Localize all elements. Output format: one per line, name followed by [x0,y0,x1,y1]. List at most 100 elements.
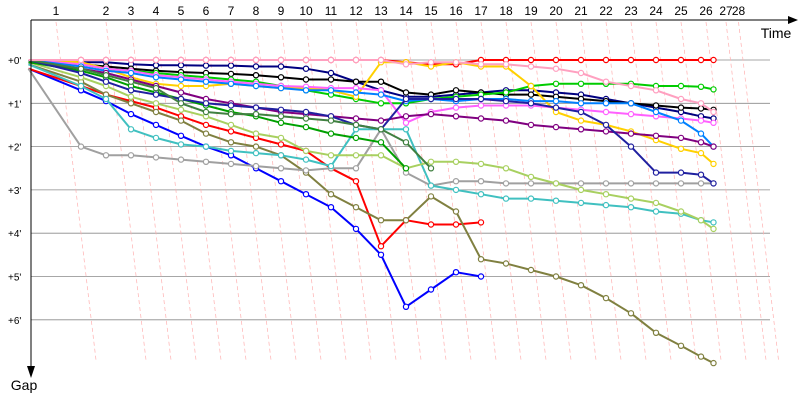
series-point [502,260,510,267]
series-point [552,273,560,280]
series-point [577,80,585,88]
series-point [277,84,285,92]
series-line-2 [28,59,714,120]
series-point [352,203,360,211]
series-point [652,56,660,64]
series-point [627,56,635,64]
series-point [602,294,610,302]
series-point [652,87,660,94]
series-point [202,108,210,116]
series-point [402,126,410,133]
series-point [327,130,335,137]
series-point [427,165,435,172]
series-point [552,197,560,204]
lap-guide-line [530,21,572,361]
series-point [527,63,535,70]
series-line-8 [27,68,714,187]
series-point [427,286,435,293]
series-point [697,105,705,112]
series-point [527,195,535,202]
series-point [152,154,160,161]
series-point [177,100,185,107]
lap-tick-label: 23 [624,4,638,18]
series-point [477,219,485,226]
series-point [677,134,685,142]
series-point [302,115,310,122]
series-point [697,56,705,64]
series-point [427,59,435,66]
lap-tick-label: 2 [103,4,110,18]
series-point [427,158,435,165]
series-point [452,113,460,120]
series-point [177,106,185,114]
series-point [577,100,585,107]
lap-guide-line [655,21,697,361]
lap-guide-line [355,21,397,361]
series-point [377,216,385,224]
lap-guide-line [725,21,767,361]
series-point [227,128,235,135]
series-point [327,162,335,170]
series-point [177,132,185,139]
series-point [710,86,717,93]
series-point [302,167,310,174]
series-point [377,117,385,124]
lap-guide-line [630,21,672,361]
series-point [502,61,510,68]
series-point [352,78,360,85]
lap-guide-line [505,21,547,361]
series-point [552,65,560,72]
series-line-14 [28,61,714,148]
series-point [452,177,460,185]
series-point [227,121,235,129]
lap-tick-label: 26 [699,4,713,18]
series-point [252,149,260,157]
lap-guide-line [230,21,272,361]
series-point [202,62,210,69]
series-point [697,149,705,157]
series-point [252,130,260,137]
series-point [527,82,535,90]
series-line-3 [28,59,714,111]
series-point [427,221,435,228]
lap-tick-label: 27 [719,4,733,18]
series-point [352,121,360,129]
series-point [552,104,560,111]
series-point [477,190,485,198]
series-point [152,108,160,116]
series-point [227,160,235,168]
series-point [677,56,685,64]
series-point [627,100,635,107]
series-point [602,128,610,135]
series-point [710,119,717,127]
lap-tick-label: 1 [53,4,60,18]
series-point [202,56,210,64]
series-point [697,353,705,360]
series-point [127,110,135,118]
series-point [627,82,635,90]
lap-tick-label: 8 [253,4,260,18]
gap-tick-labels: +0' +1' +2' +3' +4' +5' +6' [8,56,21,327]
series-point [277,177,285,185]
series-point [127,69,135,77]
series-point [627,110,635,118]
series-point [177,76,185,83]
series-point [477,273,485,280]
series-point [627,130,635,137]
series-point [452,158,460,165]
series-point [327,203,335,211]
lap-tick-label: 21 [574,4,588,18]
gap-tick-label: +3' [8,186,21,197]
lap-tick-label: 14 [399,4,413,18]
lap-guide-line [705,21,747,361]
lap-tick-label: 19 [524,4,538,18]
series-point [527,100,535,107]
lap-tick-label: 5 [178,4,185,18]
series-point [227,62,235,69]
series-point [452,87,460,94]
series-point [102,78,110,85]
series-point [602,201,610,209]
series-point [252,143,260,150]
series-point [277,165,285,172]
series-point [177,89,185,96]
